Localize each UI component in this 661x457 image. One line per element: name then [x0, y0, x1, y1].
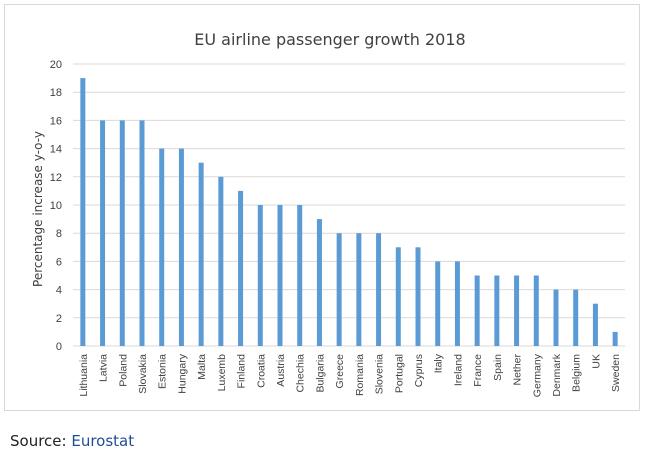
x-tick-label: Cyprus: [413, 354, 425, 387]
x-tick-label: Slovenia: [374, 354, 386, 394]
y-tick-label: 8: [56, 228, 62, 240]
bar-ireland: [454, 261, 460, 346]
bar-bulgaria: [316, 219, 322, 346]
x-tick-label: Latvia: [98, 354, 110, 382]
x-tick-label: Nether: [512, 353, 524, 385]
y-tick-label: 6: [56, 256, 62, 268]
bar-latvia: [100, 120, 106, 347]
bar-germany: [533, 275, 539, 346]
source-caption: Source: Eurostat: [10, 432, 134, 450]
y-tick-label: 20: [50, 59, 62, 71]
y-tick-label: 4: [56, 285, 62, 297]
x-tick-label: Sweden: [610, 354, 622, 392]
bar-belgium: [573, 289, 579, 346]
source-link[interactable]: Eurostat: [71, 432, 135, 450]
x-tick-label: Italy: [433, 353, 445, 373]
x-tick-label: Denmark: [551, 353, 563, 396]
bar-slovakia: [139, 120, 145, 347]
x-tick-label: Ireland: [452, 354, 464, 386]
bar-slovenia: [376, 233, 382, 346]
bar-estonia: [159, 148, 165, 346]
y-axis-label: Percentage increase y-o-y: [31, 131, 45, 287]
source-label: Source:: [10, 432, 67, 450]
bar-chart: EU airline passenger growth 2018 Percent…: [31, 30, 625, 397]
x-tick-label: Luxemb: [216, 354, 228, 392]
bar-portugal: [395, 247, 401, 346]
bar-luxemb: [218, 176, 224, 346]
bar-greece: [336, 233, 342, 346]
x-tick-labels: Lithuania Latvia Poland Slovakia Estonia Hung…: [78, 353, 622, 397]
x-tick-label: France: [472, 354, 484, 387]
chart-title: EU airline passenger growth 2018: [194, 30, 465, 49]
bar-hungary: [178, 148, 184, 346]
bar-finland: [238, 190, 244, 346]
bar-croatia: [257, 205, 263, 346]
bar-france: [474, 275, 480, 346]
x-tick-label: Germany: [531, 353, 543, 397]
x-tick-label: Finland: [236, 354, 248, 389]
x-tick-label: Austria: [275, 354, 287, 387]
chart-area: EU airline passenger growth 2018 Percent…: [4, 4, 640, 411]
x-tick-label: Croatia: [255, 354, 267, 388]
x-tick-label: Greece: [334, 354, 346, 389]
y-tick-label: 0: [56, 341, 62, 353]
bar-denmark: [553, 289, 559, 346]
bar-austria: [277, 205, 283, 346]
x-tick-label: Portugal: [393, 354, 405, 393]
x-tick-label: Belgium: [571, 354, 583, 392]
bar-spain: [494, 275, 500, 346]
bar-uk: [592, 303, 598, 346]
x-tick-label: Bulgaria: [314, 354, 326, 393]
bar-lithuania: [80, 78, 86, 346]
gridlines: [73, 63, 625, 347]
x-tick-label: Romania: [354, 354, 366, 396]
y-tick-label: 2: [56, 313, 62, 325]
bar-nether: [514, 275, 520, 346]
y-tick-label: 14: [50, 144, 62, 156]
x-tick-label: Poland: [117, 354, 129, 387]
x-tick-label: Slovakia: [137, 354, 149, 394]
x-tick-label: Lithuania: [78, 354, 90, 397]
x-tick-label: Chechia: [295, 354, 307, 393]
x-tick-label: Estonia: [157, 354, 169, 389]
bar-sweden: [612, 331, 618, 346]
y-tick-label: 12: [50, 172, 62, 184]
y-tick-label: 16: [50, 115, 62, 127]
x-tick-label: Malta: [196, 354, 208, 380]
x-tick-label: Hungary: [176, 353, 188, 393]
y-tick-label: 10: [50, 200, 62, 212]
x-tick-label: UK: [590, 354, 602, 369]
bar-poland: [119, 120, 125, 347]
bar-cyprus: [415, 247, 421, 346]
x-tick-label: Spain: [492, 354, 504, 381]
bar-malta: [198, 162, 204, 346]
bar-romania: [356, 233, 362, 346]
bar-chechia: [297, 205, 303, 346]
y-tick-labels: 0 2 4 6 8 10 12 14 16 18 20: [50, 59, 62, 353]
bars: [80, 78, 618, 347]
y-tick-label: 18: [50, 87, 62, 99]
bar-italy: [435, 261, 441, 346]
